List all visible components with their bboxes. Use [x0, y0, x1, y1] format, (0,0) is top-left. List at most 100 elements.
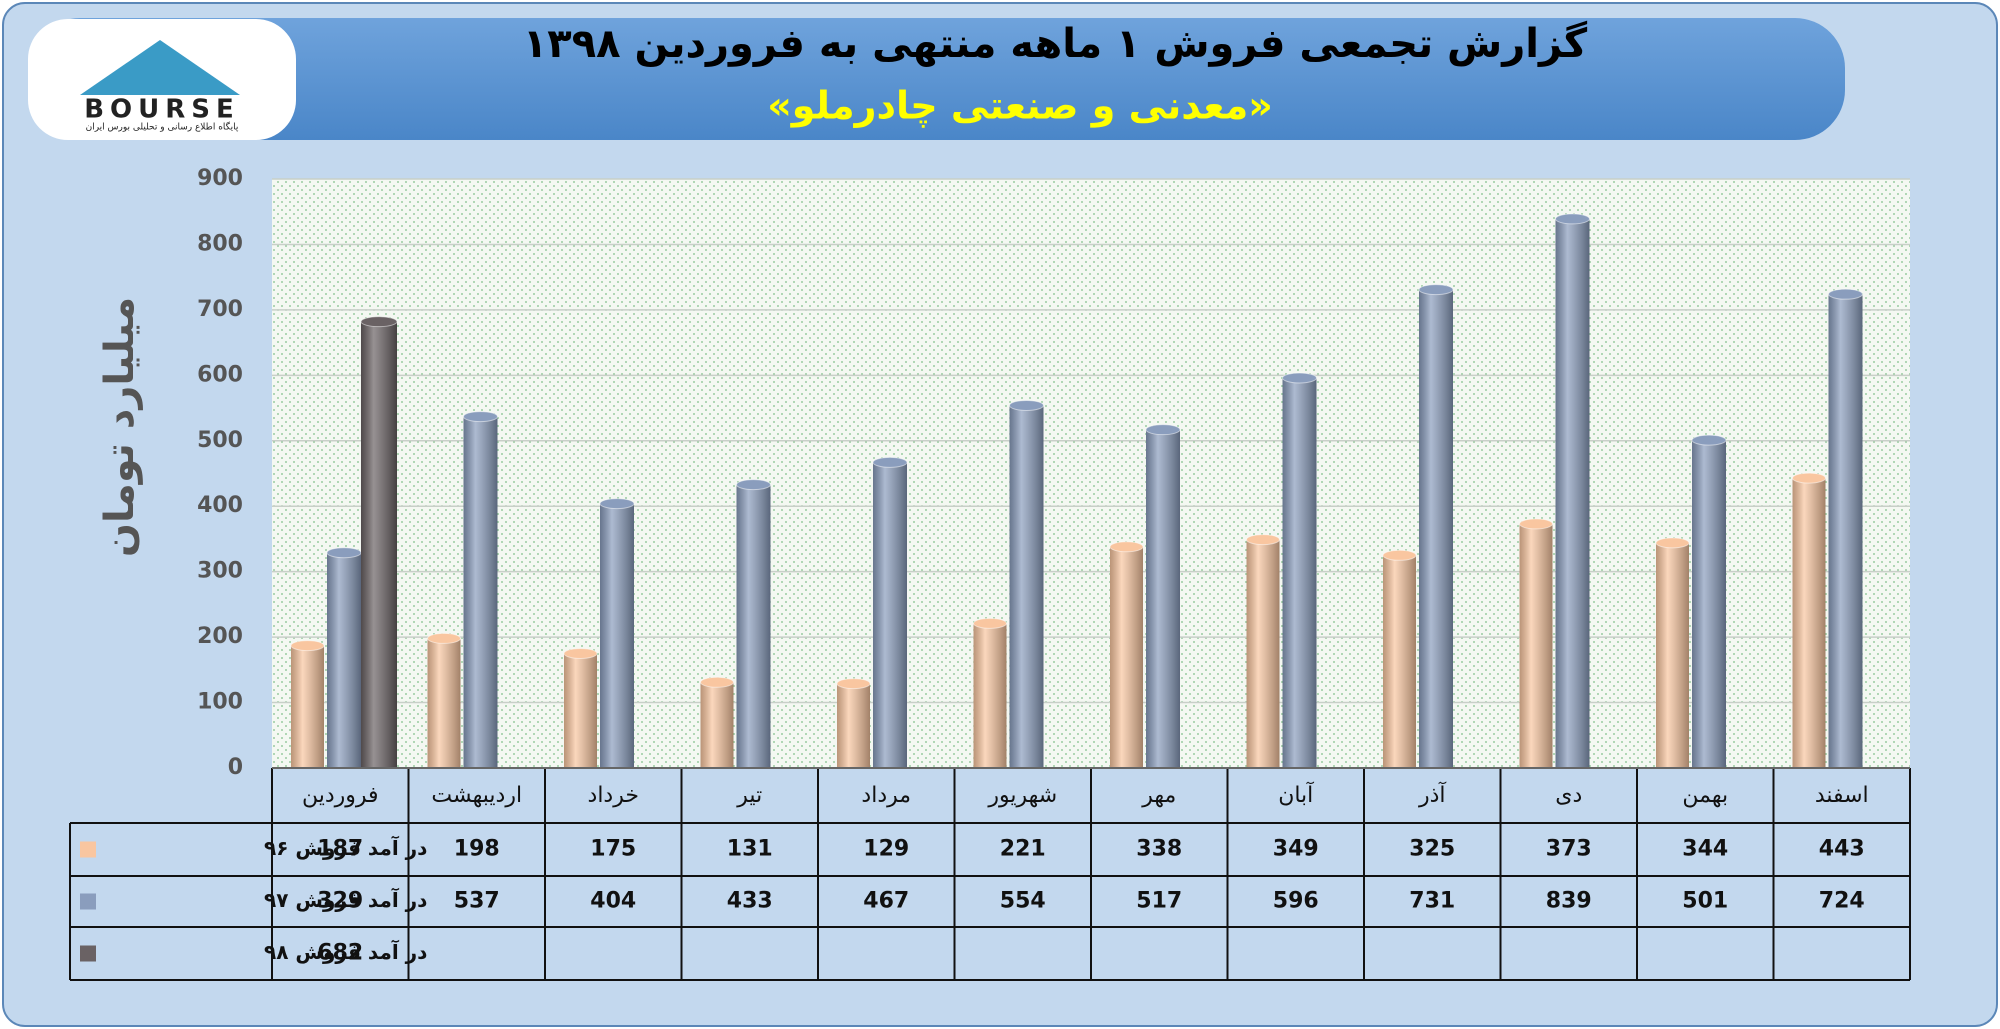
table-value: 129 — [863, 837, 909, 862]
x-tick-label: شهریور — [987, 783, 1057, 808]
table-value: 338 — [1136, 837, 1182, 862]
x-tick-label: فروردین — [302, 783, 379, 808]
bar-cap — [1282, 372, 1317, 384]
bar-shade — [1656, 542, 1689, 768]
y-tick-label: 200 — [197, 624, 243, 649]
y-tick-label: 600 — [197, 362, 243, 387]
x-tick-label: اردیبهشت — [431, 783, 522, 808]
bar-shade — [1383, 555, 1416, 768]
chart-subtitle: «معدنی و صنعتی چادرملو» — [767, 84, 1273, 129]
bar-cap — [700, 676, 734, 688]
bar-cap — [973, 617, 1007, 629]
bar-cap — [836, 678, 871, 690]
bar-shade — [1419, 289, 1453, 768]
bar-shade — [463, 416, 498, 768]
y-tick-label: 500 — [197, 428, 243, 453]
x-tick-label: تیر — [736, 783, 762, 808]
bar-shade — [1282, 377, 1317, 768]
table-value: 404 — [590, 889, 636, 914]
bar-cap — [736, 479, 771, 491]
y-tick-label: 900 — [197, 166, 243, 191]
table-value: 221 — [1000, 837, 1046, 862]
table-value: 596 — [1273, 889, 1319, 914]
y-tick-label: 800 — [197, 231, 243, 256]
bar-cap — [1828, 288, 1863, 300]
bar-shade — [1519, 523, 1553, 768]
bar-shade — [600, 503, 634, 768]
table-value: 329 — [317, 889, 363, 914]
bar-cap — [1792, 472, 1826, 484]
bar-cap — [326, 547, 362, 559]
table-value: 501 — [1682, 889, 1728, 914]
legend-label: در آمد فروش ۹۸ — [264, 939, 427, 964]
table-value: 433 — [727, 889, 773, 914]
logo-tagline: پایگاه اطلاع رسانی و تحلیلی بورس ایران — [86, 121, 239, 133]
bar-shade — [291, 645, 324, 768]
bar-cap — [1109, 541, 1144, 553]
bar-shade — [1692, 440, 1726, 768]
legend-swatch — [80, 945, 96, 962]
table-value: 839 — [1546, 889, 1592, 914]
bar-cap — [1009, 399, 1044, 411]
bar-shade — [327, 552, 361, 768]
bar-shade — [973, 623, 1007, 768]
bar-cap — [1382, 549, 1417, 561]
header-band — [30, 18, 1845, 140]
bar-cap — [360, 316, 398, 328]
y-tick-label: 400 — [197, 493, 243, 518]
legend-label: در آمد فروش ۹۶ — [264, 835, 427, 860]
logo-mark — [80, 40, 240, 95]
bar-shade — [1828, 294, 1863, 768]
table-value: 187 — [317, 837, 363, 862]
bar-cap — [427, 632, 461, 644]
table-value: 349 — [1273, 837, 1319, 862]
table-value: 724 — [1819, 889, 1865, 914]
bar-shade — [427, 638, 461, 768]
table-value: 344 — [1682, 837, 1728, 862]
bar-cap — [290, 640, 325, 652]
x-tick-label: آذر — [1418, 781, 1446, 808]
table-value: 443 — [1819, 837, 1865, 862]
table-value: 537 — [454, 889, 500, 914]
table-value: 467 — [863, 889, 909, 914]
bar-cap — [1418, 284, 1454, 296]
legend-label: در آمد فروش ۹۷ — [264, 887, 427, 912]
bar-shade — [1555, 218, 1590, 768]
x-tick-label: خرداد — [588, 783, 639, 808]
bar-shade — [736, 484, 771, 768]
bar-shade — [1146, 429, 1180, 768]
plot-area — [272, 179, 1910, 768]
x-tick-label: مرداد — [861, 783, 911, 808]
bar-cap — [1519, 518, 1553, 530]
logo-text: BOURSE — [84, 95, 240, 125]
y-axis-label: میلیارد تومان — [97, 297, 143, 557]
bar-shade — [873, 462, 907, 768]
table-value: 175 — [590, 837, 636, 862]
bar-shade — [1110, 546, 1143, 768]
bar-cap — [1655, 537, 1690, 549]
bar-shade — [837, 683, 870, 768]
legend-swatch — [80, 841, 96, 858]
bar-cap — [1691, 434, 1727, 446]
y-tick-label: 100 — [197, 690, 243, 715]
chart-title: گزارش تجمعی فروش ۱ ماهه منتهی به فروردین… — [523, 20, 1588, 67]
bar-shade — [564, 653, 597, 768]
bar-cap — [1145, 424, 1181, 436]
table-value: 517 — [1136, 889, 1182, 914]
table-value: 131 — [727, 837, 773, 862]
bar-shade — [1246, 539, 1280, 768]
y-tick-label: 700 — [197, 297, 243, 322]
y-tick-label: 0 — [228, 755, 243, 780]
bar-shade — [361, 321, 397, 768]
x-tick-label: اسفند — [1815, 783, 1869, 808]
bar-shade — [1792, 478, 1826, 768]
legend-swatch — [80, 893, 96, 910]
x-tick-label: دی — [1555, 783, 1582, 808]
x-tick-label: بهمن — [1682, 783, 1728, 808]
bar-cap — [1246, 534, 1280, 546]
y-tick-label: 300 — [197, 559, 243, 584]
bar-cap — [599, 498, 635, 510]
table-value: 198 — [454, 837, 500, 862]
table-value: 731 — [1409, 889, 1455, 914]
